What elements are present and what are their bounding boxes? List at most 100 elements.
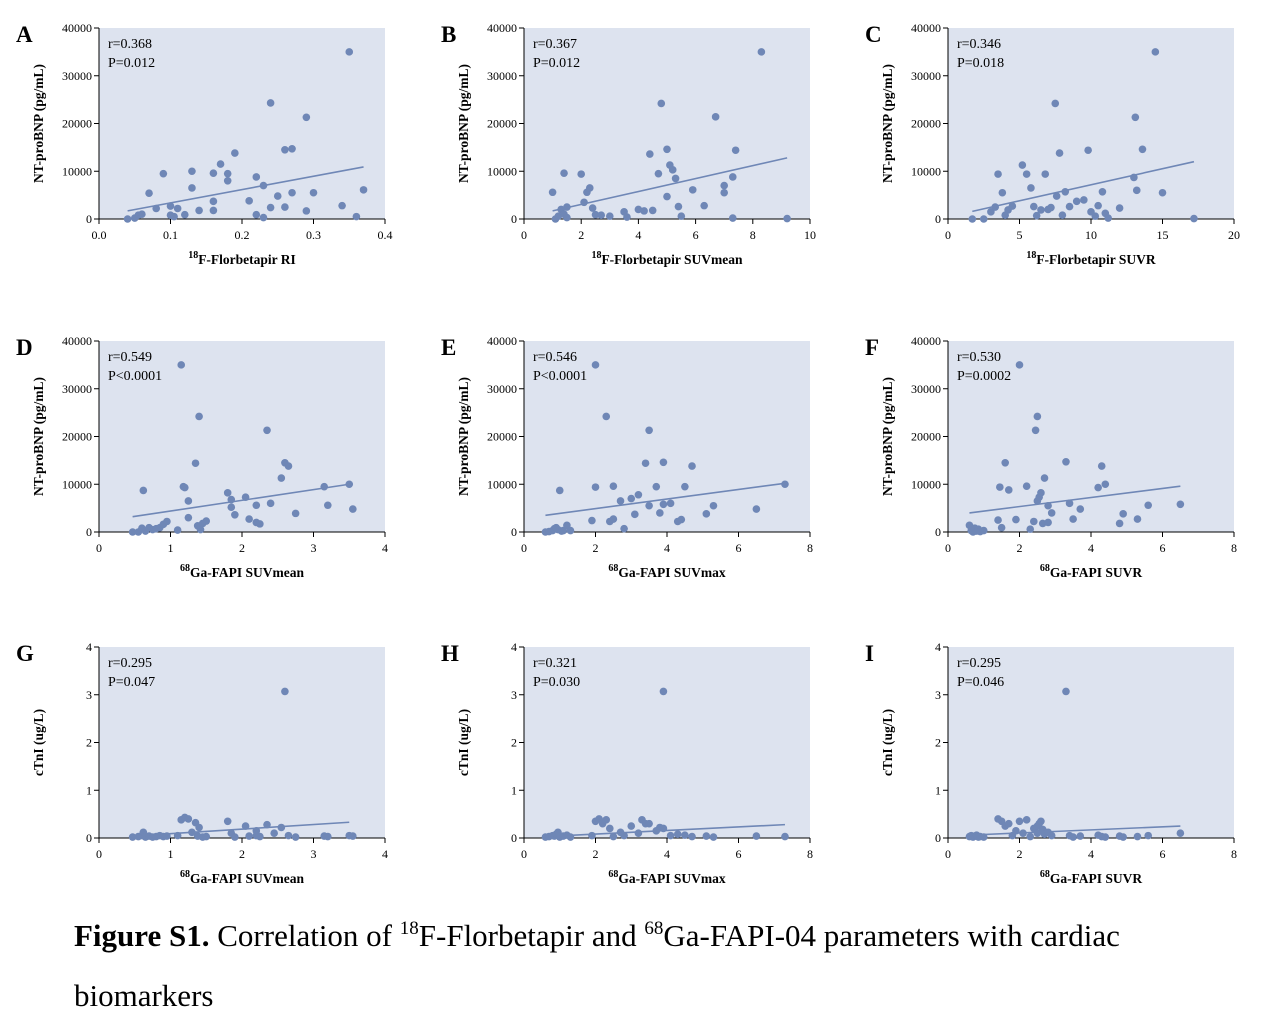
x-tick-label: 4	[664, 847, 670, 861]
data-point	[195, 412, 203, 421]
data-point	[1097, 462, 1106, 470]
data-point	[209, 197, 218, 206]
data-point	[1065, 202, 1074, 211]
y-tick-label: 4	[935, 640, 941, 654]
data-point	[994, 516, 1002, 524]
data-point	[324, 501, 332, 510]
data-point	[1144, 831, 1152, 840]
data-point	[1015, 361, 1024, 369]
data-point	[188, 184, 196, 192]
data-point	[709, 833, 718, 841]
data-point	[681, 482, 689, 491]
y-tick-label: 40000	[911, 21, 941, 35]
data-point	[602, 412, 611, 421]
data-point	[1144, 501, 1152, 510]
plot-area	[99, 28, 385, 219]
data-point	[138, 210, 146, 219]
data-point	[1026, 832, 1035, 841]
data-point	[1072, 197, 1081, 206]
y-tick-label: 3	[935, 688, 941, 702]
x-tick-label: 8	[1231, 847, 1237, 861]
data-point	[1008, 202, 1017, 210]
data-point	[997, 523, 1006, 532]
data-point	[668, 166, 677, 174]
y-axis-title: NT-proBNP (pg/mL)	[456, 64, 471, 183]
y-axis-title: NT-proBNP (pg/mL)	[456, 377, 471, 496]
x-axis-title: 18F-Florbetapir SUVmean	[591, 250, 743, 267]
x-tick-label: 2	[593, 541, 599, 555]
data-point	[266, 99, 275, 107]
data-point	[563, 213, 571, 222]
data-point	[263, 426, 271, 435]
x-tick-label: 2	[239, 541, 245, 555]
data-point	[673, 830, 682, 838]
data-point	[223, 169, 232, 178]
data-point	[1098, 187, 1107, 196]
data-point	[281, 145, 289, 154]
data-point	[688, 186, 697, 194]
data-point	[1044, 501, 1052, 510]
data-point	[231, 149, 239, 157]
data-point	[681, 831, 689, 839]
data-point	[702, 832, 711, 840]
data-point	[634, 205, 643, 214]
data-point	[277, 823, 286, 832]
data-point	[711, 113, 720, 121]
y-tick-label: 2	[935, 736, 941, 750]
x-tick-label: 0	[521, 541, 527, 555]
data-point	[1101, 480, 1110, 489]
data-point	[284, 831, 293, 840]
data-point	[1037, 817, 1045, 826]
data-point	[1076, 505, 1085, 513]
data-point	[1091, 212, 1100, 220]
plot-area	[524, 28, 810, 219]
data-point	[554, 212, 563, 220]
stat-text: r=0.368	[108, 37, 152, 52]
stat-text: r=0.546	[533, 350, 577, 365]
data-point	[671, 174, 680, 183]
y-tick-label: 30000	[62, 69, 92, 83]
panel-letter: C	[865, 22, 882, 47]
data-point	[1130, 173, 1138, 182]
data-point	[979, 526, 988, 535]
x-axis-title: 68Ga-FAPI SUVmax	[608, 563, 726, 580]
panel-e: 0 10000 20000 30000 40000 0 2 4 6 8 r=0.546 P<0.000…	[441, 334, 813, 580]
data-point	[648, 206, 657, 215]
stat-text: r=0.346	[957, 37, 1001, 52]
data-point	[1030, 517, 1038, 526]
stat-text: P<0.0001	[108, 369, 162, 384]
data-point	[591, 210, 600, 219]
data-point	[209, 206, 218, 215]
x-tick-label: 0	[521, 228, 527, 242]
x-tick-label: 2	[1017, 541, 1023, 555]
data-point	[288, 145, 296, 153]
x-tick-label: 8	[1231, 541, 1237, 555]
x-tick-label: 4	[1088, 541, 1094, 555]
data-point	[302, 207, 311, 215]
x-tick-label: 5	[1017, 228, 1023, 242]
x-axis-title: 68Ga-FAPI SUVmean	[180, 563, 305, 580]
y-tick-label: 30000	[911, 382, 941, 396]
data-point	[591, 361, 600, 369]
panel-letter: F	[865, 335, 879, 360]
x-tick-label: 0	[96, 541, 102, 555]
data-point	[968, 215, 977, 223]
data-point	[728, 214, 737, 222]
data-point	[1176, 829, 1185, 838]
data-point	[688, 832, 696, 841]
data-point	[1026, 525, 1035, 533]
data-point	[202, 832, 211, 841]
y-tick-label: 20000	[911, 430, 941, 444]
y-tick-label: 10000	[487, 164, 517, 178]
data-point	[609, 482, 618, 490]
data-point	[173, 204, 182, 213]
panel-letter: H	[441, 641, 459, 666]
stat-text: P=0.0002	[957, 369, 1011, 384]
data-point	[184, 513, 193, 522]
x-tick-label: 1	[168, 847, 174, 861]
data-point	[645, 426, 653, 435]
data-point	[152, 204, 160, 213]
data-point	[1151, 48, 1160, 56]
data-point	[720, 181, 728, 190]
